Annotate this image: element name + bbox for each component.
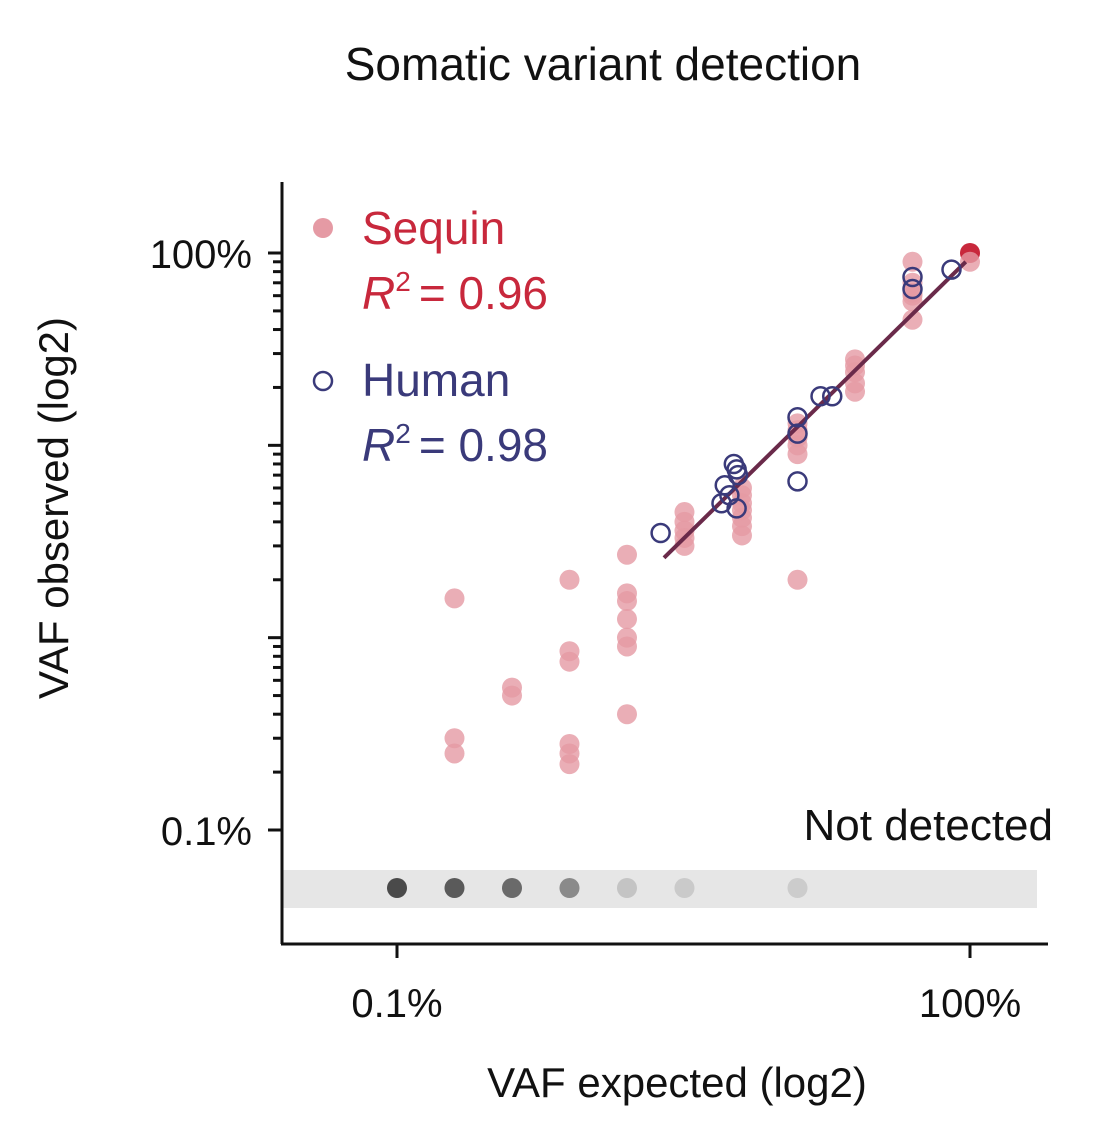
y-tick-label-0-1: 0.1%	[161, 810, 252, 854]
sequin-point	[787, 569, 808, 590]
x-tick-label-0-1: 0.1%	[351, 982, 442, 1026]
human-point	[727, 464, 749, 486]
not-detected-point	[674, 878, 695, 898]
human-point	[941, 259, 962, 280]
sequin-point	[559, 569, 580, 590]
human-points	[650, 259, 962, 544]
sequin-point	[616, 636, 637, 657]
sequin-point	[559, 754, 580, 775]
fit-line	[662, 260, 968, 560]
human-point	[726, 498, 747, 519]
human-point	[714, 475, 736, 496]
human-point	[821, 385, 843, 407]
human-point	[723, 453, 745, 475]
chart-title: Somatic variant detection	[345, 38, 862, 90]
human-point	[787, 406, 808, 428]
sequin-point	[559, 651, 580, 672]
sequin-point	[960, 251, 980, 272]
not-detected-point	[787, 878, 808, 898]
legend-sequin-label: Sequin	[362, 202, 505, 254]
y-axis-label: VAF observed (log2)	[30, 317, 77, 699]
sequin-point	[616, 544, 637, 565]
not-detected-label: Not detected	[804, 801, 1054, 850]
sequin-point	[444, 743, 465, 764]
human-r2-value: = 0.98	[419, 419, 548, 471]
sequin-point	[444, 588, 465, 609]
not-detected-point	[501, 878, 522, 898]
y-tick-label-100: 100%	[150, 233, 252, 277]
legend-sequin-marker	[313, 218, 333, 238]
sequin-point	[845, 381, 866, 402]
not-detected-point	[616, 878, 637, 898]
sequin-point	[616, 609, 637, 630]
human-point	[787, 471, 808, 492]
legend-human-r2: R2 = 0.98	[362, 418, 548, 471]
sequin-point	[731, 525, 752, 546]
human-point	[787, 423, 808, 444]
not-detected-band	[283, 870, 1037, 908]
not-detected-point	[387, 878, 407, 898]
sequin-point	[902, 309, 923, 330]
x-axis-label: VAF expected (log2)	[487, 1059, 867, 1106]
y-axis-ticks	[268, 251, 282, 832]
sequin-point	[444, 728, 465, 749]
legend-sequin-r2: R2 = 0.96	[362, 266, 548, 319]
sequin-point	[616, 591, 637, 612]
sequin-point	[787, 444, 808, 465]
not-detected-point	[444, 878, 465, 898]
legend-human-marker	[312, 370, 334, 392]
human-point	[810, 385, 831, 407]
sequin-point	[616, 704, 637, 725]
human-point	[902, 266, 923, 288]
x-tick-label-100: 100%	[919, 982, 1021, 1026]
sequin-r2-value: = 0.96	[419, 267, 548, 319]
legend-human-label: Human	[362, 354, 510, 406]
x-axis-ticks	[395, 944, 972, 958]
human-point	[650, 522, 671, 544]
not-detected-points	[387, 878, 808, 898]
sequin-point	[902, 251, 923, 272]
human-point	[902, 278, 923, 300]
sequin-point	[501, 685, 522, 706]
not-detected-point	[559, 878, 580, 898]
